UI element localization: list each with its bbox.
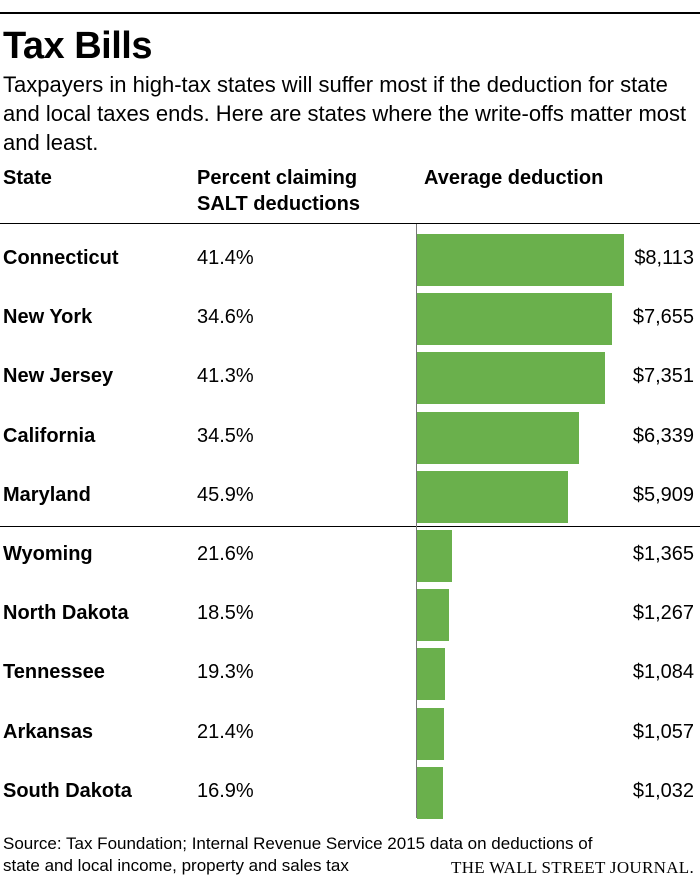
average-deduction-label: $7,351 (632, 365, 694, 388)
percent-claiming-value: 16.9% (197, 779, 254, 802)
deduction-bar (417, 589, 450, 642)
percent-claiming-value: 41.3% (197, 365, 254, 388)
average-deduction-label: $1,365 (632, 543, 694, 565)
state-label: North Dakota (3, 602, 129, 625)
percent-claiming-value: 45.9% (197, 483, 254, 506)
average-deduction-label: $5,909 (632, 483, 694, 506)
group-divider (0, 526, 700, 527)
source-note: Source: Tax Foundation; Internal Revenue… (3, 833, 603, 877)
average-deduction-label: $1,084 (632, 661, 694, 684)
column-header-state: State (3, 167, 52, 189)
table-row: Tennessee 19.3% $1,084 (0, 643, 700, 702)
deduction-bar (417, 648, 445, 701)
deduction-bar (417, 470, 568, 523)
top-rule (0, 12, 700, 14)
chart-title: Tax Bills (3, 25, 152, 67)
header-rule (0, 223, 700, 224)
table-row: North Dakota 18.5% $1,267 (0, 584, 700, 643)
deduction-bar (417, 352, 605, 405)
deduction-bar (417, 707, 444, 760)
bar-baseline (416, 224, 417, 818)
table-row: Connecticut 41.4% $8,113 (0, 229, 700, 288)
average-deduction-label: $1,057 (632, 720, 694, 743)
average-deduction-label: $7,655 (632, 306, 694, 329)
average-deduction-label: $1,032 (632, 779, 694, 802)
average-deduction-label: $6,339 (632, 424, 694, 447)
column-header-percent: Percent claiming SALT deductions (197, 165, 360, 217)
column-header-percent-line2: SALT deductions (197, 193, 360, 215)
state-label: California (3, 424, 96, 447)
deduction-bar (417, 530, 452, 582)
table-row: Wyoming 21.6% $1,365 (0, 525, 700, 584)
deduction-bar (417, 411, 579, 464)
percent-claiming-value: 41.4% (197, 247, 254, 269)
state-label: Wyoming (3, 543, 93, 565)
percent-claiming-value: 18.5% (197, 602, 254, 625)
table-row: South Dakota 16.9% $1,032 (0, 762, 700, 821)
state-label: South Dakota (3, 779, 132, 802)
column-header-percent-line1: Percent claiming (197, 167, 358, 189)
state-label: Tennessee (3, 661, 105, 684)
table-row: Maryland 45.9% $5,909 (0, 466, 700, 525)
table-row: Arkansas 21.4% $1,057 (0, 703, 700, 762)
percent-claiming-value: 34.6% (197, 306, 254, 329)
deduction-bar (417, 234, 624, 286)
source-line-2: state and local income, property and sal… (3, 856, 349, 875)
source-line-1: Source: Tax Foundation; Internal Revenue… (3, 834, 593, 853)
percent-claiming-value: 34.5% (197, 424, 254, 447)
deduction-bar (417, 293, 613, 346)
state-label: New Jersey (3, 365, 114, 388)
state-label: New York (3, 306, 93, 329)
publisher-logo: THE WALL STREET JOURNAL. (451, 858, 694, 877)
table-row: New Jersey 41.3% $7,351 (0, 347, 700, 406)
deduction-bar (417, 766, 444, 819)
state-label: Arkansas (3, 720, 94, 743)
table-row: California 34.5% $6,339 (0, 407, 700, 466)
state-label: Maryland (3, 483, 91, 506)
percent-claiming-value: 21.6% (197, 543, 254, 565)
state-label: Connecticut (3, 247, 119, 269)
column-header-average: Average deduction (424, 167, 604, 189)
chart-subtitle: Taxpayers in high-tax states will suffer… (3, 72, 687, 155)
average-deduction-label: $1,267 (632, 602, 694, 625)
percent-claiming-value: 19.3% (197, 661, 254, 684)
percent-claiming-value: 21.4% (197, 720, 254, 743)
table-row: New York 34.6% $7,655 (0, 288, 700, 347)
average-deduction-label: $8,113 (634, 247, 694, 269)
